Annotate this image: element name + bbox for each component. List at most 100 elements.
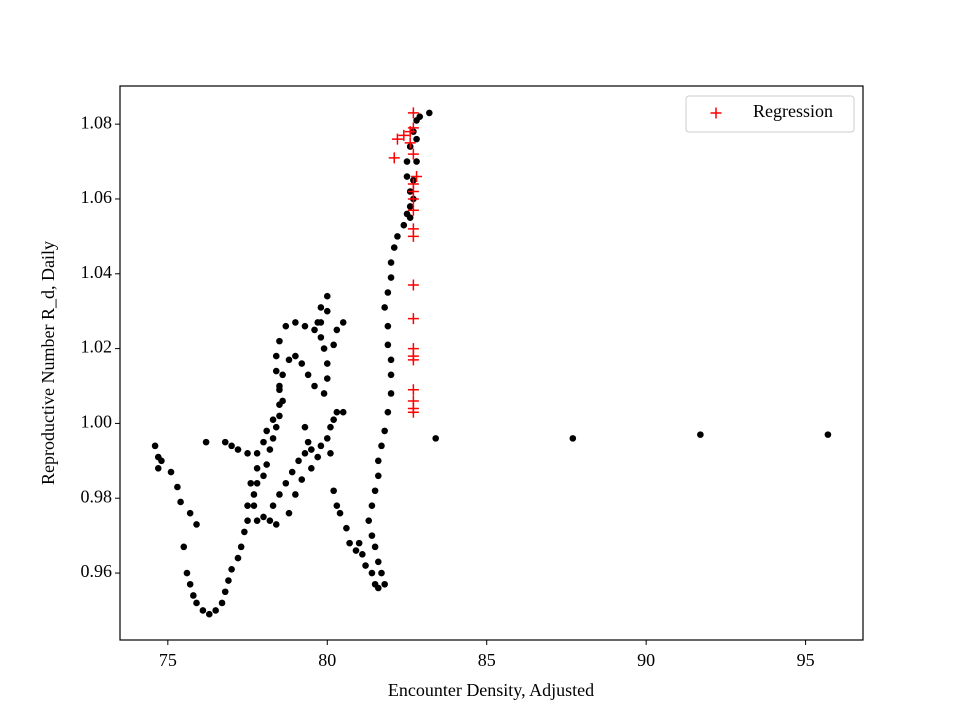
point (301, 322, 309, 330)
point (407, 148, 419, 160)
x-axis-label: Encounter Density, Adjusted (388, 680, 594, 700)
point (697, 431, 704, 438)
point (384, 408, 392, 416)
point (221, 588, 229, 596)
point (202, 438, 210, 446)
point (276, 491, 283, 498)
point (368, 569, 376, 577)
point (282, 322, 290, 330)
point (193, 521, 200, 528)
y-tick-label: 1.08 (81, 112, 113, 132)
point (228, 442, 235, 450)
point (177, 498, 184, 506)
point (276, 412, 283, 420)
point (432, 435, 439, 442)
point (384, 341, 392, 349)
point (346, 539, 353, 547)
point (378, 569, 385, 577)
point (824, 431, 832, 438)
point (407, 193, 419, 205)
point (407, 107, 419, 119)
y-tick-label: 0.98 (81, 486, 113, 506)
point (292, 352, 299, 360)
point (352, 547, 360, 554)
point (250, 491, 258, 498)
point (394, 233, 401, 240)
point (304, 438, 312, 446)
point (387, 390, 395, 397)
point (569, 435, 577, 442)
point (276, 337, 283, 345)
point (387, 274, 395, 281)
point (387, 356, 395, 364)
y-tick-label: 1.06 (81, 187, 113, 207)
point (250, 502, 258, 510)
point (365, 517, 373, 524)
point (311, 382, 318, 390)
point (272, 367, 280, 375)
point (327, 423, 334, 431)
point (186, 580, 194, 588)
point (362, 562, 369, 569)
point (406, 214, 414, 221)
y-tick-label: 1.04 (81, 262, 113, 282)
point (237, 543, 245, 551)
legend-label: Regression (753, 101, 833, 121)
point (212, 607, 219, 614)
point (368, 502, 376, 510)
point (253, 479, 261, 487)
point (323, 307, 331, 315)
point (218, 599, 226, 607)
point (269, 435, 277, 442)
point (404, 137, 416, 149)
point (320, 390, 328, 397)
point (311, 326, 318, 334)
point (371, 487, 379, 495)
point (407, 313, 419, 325)
y-tick-label: 0.96 (81, 561, 113, 581)
point (282, 479, 290, 487)
point (253, 450, 261, 457)
point (413, 135, 420, 143)
point (413, 158, 420, 165)
point (158, 457, 165, 465)
point (398, 129, 410, 141)
point (244, 517, 251, 524)
point (355, 539, 363, 547)
point (285, 356, 293, 364)
point (317, 334, 325, 341)
point (374, 584, 382, 592)
point (266, 446, 274, 453)
point (174, 483, 181, 491)
point (308, 465, 315, 472)
point (426, 109, 433, 117)
point (407, 354, 419, 366)
point (228, 566, 235, 573)
point (221, 438, 229, 446)
point (323, 360, 331, 367)
point (295, 457, 302, 465)
point (343, 524, 350, 532)
point (260, 472, 267, 480)
point (260, 513, 267, 521)
point (292, 491, 299, 498)
point (269, 502, 277, 510)
point (183, 569, 191, 577)
point (301, 450, 309, 457)
point (314, 319, 322, 326)
point (276, 386, 283, 394)
point (381, 304, 388, 311)
point (234, 446, 242, 453)
point (336, 509, 344, 517)
point (253, 465, 261, 472)
point (285, 509, 293, 517)
point (416, 113, 424, 120)
point (320, 345, 328, 352)
legend-box (685, 95, 855, 133)
point (225, 577, 232, 584)
point (241, 528, 248, 536)
point (330, 487, 337, 495)
point (323, 292, 331, 300)
point (407, 406, 419, 418)
